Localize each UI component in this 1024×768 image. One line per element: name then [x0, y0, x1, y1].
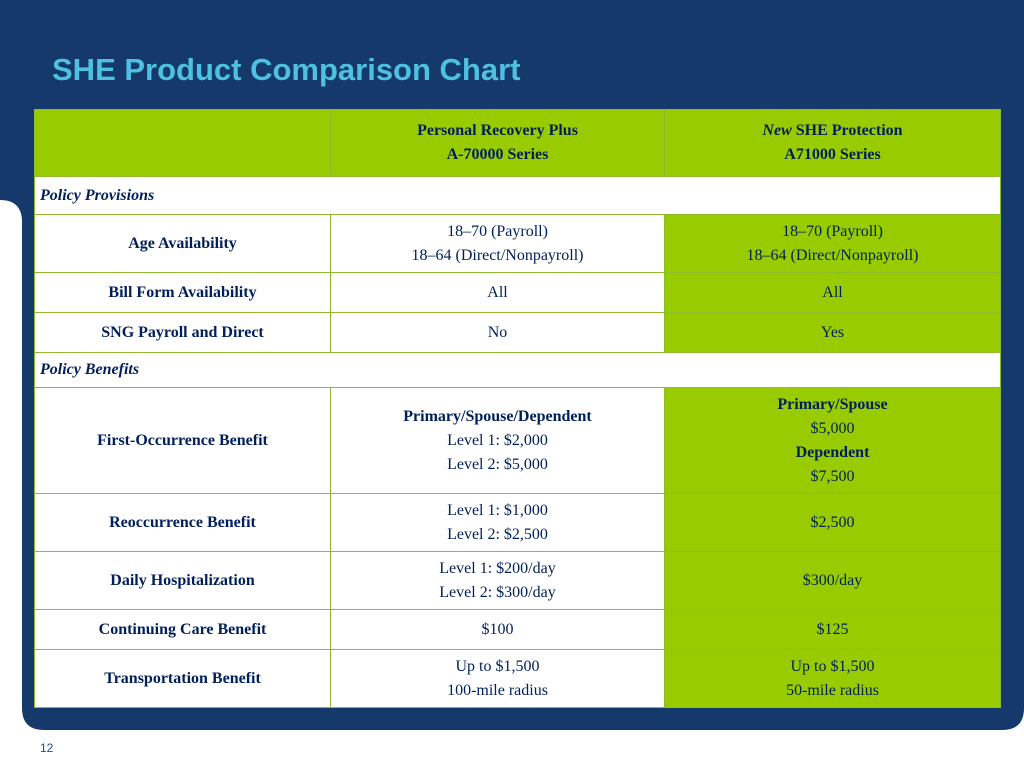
comparison-table: Personal Recovery Plus A-70000 Series Ne… — [34, 109, 1001, 708]
daily-col2-cell: $300/day — [664, 551, 1001, 610]
sng-col1-cell: No — [330, 312, 665, 353]
header-personal-recovery-plus: Personal Recovery Plus A-70000 Series — [330, 109, 665, 177]
first-col1-level2: Level 2: $5,000 — [447, 455, 548, 473]
row-label-continuing-care: Continuing Care Benefit — [34, 609, 331, 650]
first-col2-heading-dependent: Dependent — [795, 443, 870, 461]
section-row-policy-provisions: Policy Provisions — [34, 176, 1001, 215]
header-col2-name-line: New SHE Protection — [669, 119, 996, 143]
page-number: 12 — [40, 741, 54, 755]
first-col2-value-primary: $5,000 — [810, 419, 855, 437]
header-col1-series: A-70000 Series — [446, 146, 549, 163]
header-empty-cell — [34, 109, 331, 177]
header-col2-series: A71000 Series — [784, 146, 881, 163]
table-row-daily-hospitalization: Daily Hospitalization Level 1: $200/day … — [34, 551, 1001, 610]
reocc-col1-cell: Level 1: $1,000 Level 2: $2,500 — [330, 493, 665, 552]
age-col1-line2: 18–64 (Direct/Nonpayroll) — [411, 246, 584, 264]
table-row-sng-payroll: SNG Payroll and Direct No Yes — [34, 312, 1001, 353]
table-row-first-occurrence: First-Occurrence Benefit Primary/Spouse/… — [34, 387, 1001, 494]
table-row-age-availability: Age Availability 18–70 (Payroll) 18–64 (… — [34, 214, 1001, 273]
trans-col2-line2: 50-mile radius — [786, 681, 879, 699]
section-label-policy-provisions: Policy Provisions — [34, 176, 1001, 215]
daily-col1-level2: Level 2: $300/day — [439, 583, 556, 601]
bill-col2-cell: All — [664, 272, 1001, 313]
cont-col2-cell: $125 — [664, 609, 1001, 650]
age-col2-line1: 18–70 (Payroll) — [782, 222, 883, 240]
first-col1-cell: Primary/Spouse/Dependent Level 1: $2,000… — [330, 387, 665, 494]
table-row-transportation: Transportation Benefit Up to $1,500 100-… — [34, 649, 1001, 708]
row-label-age-availability: Age Availability — [34, 214, 331, 273]
trans-col1-cell: Up to $1,500 100-mile radius — [330, 649, 665, 708]
section-row-policy-benefits: Policy Benefits — [34, 352, 1001, 388]
age-col1-line1: 18–70 (Payroll) — [447, 222, 548, 240]
age-col2-cell: 18–70 (Payroll) 18–64 (Direct/Nonpayroll… — [664, 214, 1001, 273]
reocc-col2-cell: $2,500 — [664, 493, 1001, 552]
section-label-policy-benefits: Policy Benefits — [34, 352, 1001, 388]
age-col2-line2: 18–64 (Direct/Nonpayroll) — [746, 246, 919, 264]
table-row-continuing-care: Continuing Care Benefit $100 $125 — [34, 609, 1001, 650]
row-label-reoccurrence: Reoccurrence Benefit — [34, 493, 331, 552]
row-label-sng-payroll: SNG Payroll and Direct — [34, 312, 331, 353]
trans-col1-line2: 100-mile radius — [447, 681, 548, 699]
trans-col2-cell: Up to $1,500 50-mile radius — [664, 649, 1001, 708]
first-col2-value-dependent: $7,500 — [810, 467, 855, 485]
bill-col1-cell: All — [330, 272, 665, 313]
age-col1-cell: 18–70 (Payroll) 18–64 (Direct/Nonpayroll… — [330, 214, 665, 273]
header-col1-name: Personal Recovery Plus — [417, 122, 578, 139]
row-label-first-occurrence: First-Occurrence Benefit — [34, 387, 331, 494]
header-col2-name: SHE Protection — [791, 122, 903, 139]
table-row-reoccurrence: Reoccurrence Benefit Level 1: $1,000 Lev… — [34, 493, 1001, 552]
first-col2-cell: Primary/Spouse $5,000 Dependent $7,500 — [664, 387, 1001, 494]
trans-col1-line1: Up to $1,500 — [455, 657, 540, 675]
table-row-bill-form: Bill Form Availability All All — [34, 272, 1001, 313]
table-header-row: Personal Recovery Plus A-70000 Series Ne… — [34, 109, 1001, 177]
header-col2-new-label: New — [762, 122, 792, 139]
daily-col1-level1: Level 1: $200/day — [439, 559, 556, 577]
reocc-col1-level2: Level 2: $2,500 — [447, 525, 548, 543]
row-label-daily-hospitalization: Daily Hospitalization — [34, 551, 331, 610]
reocc-col1-level1: Level 1: $1,000 — [447, 501, 548, 519]
daily-col1-cell: Level 1: $200/day Level 2: $300/day — [330, 551, 665, 610]
header-she-protection: New SHE Protection A71000 Series — [664, 109, 1001, 177]
row-label-bill-form: Bill Form Availability — [34, 272, 331, 313]
first-col1-heading: Primary/Spouse/Dependent — [403, 407, 592, 425]
row-label-transportation: Transportation Benefit — [34, 649, 331, 708]
trans-col2-line1: Up to $1,500 — [790, 657, 875, 675]
slide-title: SHE Product Comparison Chart — [52, 52, 521, 87]
first-col1-level1: Level 1: $2,000 — [447, 431, 548, 449]
cont-col1-cell: $100 — [330, 609, 665, 650]
sng-col2-cell: Yes — [664, 312, 1001, 353]
first-col2-heading-primary: Primary/Spouse — [777, 395, 888, 413]
